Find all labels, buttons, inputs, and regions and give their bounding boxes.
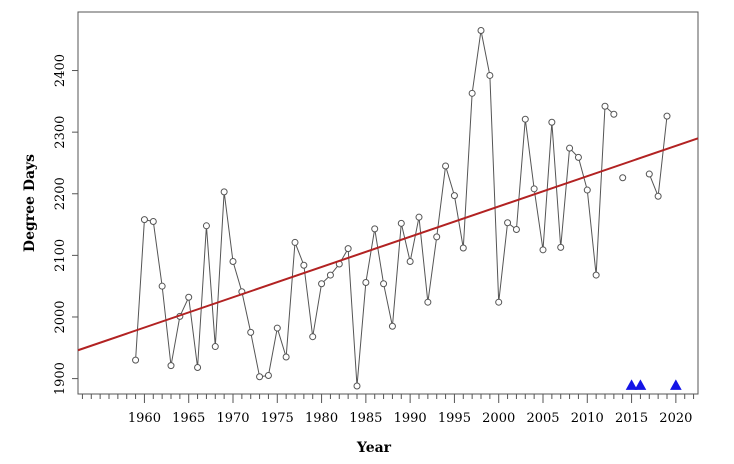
data-point	[610, 110, 618, 118]
data-point	[318, 280, 326, 288]
plot-area	[77, 11, 699, 395]
data-point	[663, 112, 671, 120]
data-series-line	[648, 116, 668, 197]
data-point	[424, 298, 432, 306]
data-point	[601, 102, 609, 110]
y-tick-label: 2000	[53, 300, 68, 333]
data-point	[256, 373, 264, 381]
x-tick-label: 2010	[571, 411, 604, 426]
blue-triangle-marker	[634, 379, 647, 390]
data-point	[583, 186, 591, 194]
data-point	[654, 192, 662, 200]
y-tick-label: 2300	[53, 116, 68, 149]
data-point	[442, 162, 450, 170]
data-point	[530, 185, 538, 193]
data-point	[300, 261, 308, 269]
data-point	[592, 271, 600, 279]
data-point	[194, 364, 202, 372]
data-point	[459, 244, 467, 252]
trend-line	[77, 137, 699, 352]
y-tick-label: 2400	[53, 54, 68, 87]
x-axis: 1960 1965 1970 1975 1980 1985 1990 1995 2000 2005…	[81, 394, 695, 426]
data-point	[539, 246, 547, 254]
data-point	[557, 243, 565, 251]
data-point	[433, 233, 441, 241]
data-point	[264, 372, 272, 380]
data-point	[495, 298, 503, 306]
data-point	[566, 144, 574, 152]
data-point	[291, 238, 299, 246]
blue-triangle-marker	[670, 379, 682, 390]
data-point	[397, 219, 405, 227]
x-axis-title: Year	[356, 440, 392, 456]
data-point	[158, 282, 166, 290]
data-point	[326, 271, 334, 279]
data-point	[309, 333, 317, 341]
data-point	[220, 188, 228, 196]
data-point	[132, 356, 140, 364]
data-point	[450, 192, 458, 200]
y-tick-label: 1900	[53, 362, 68, 395]
x-tick-label: 1960	[128, 411, 161, 426]
data-point	[140, 216, 148, 224]
data-point	[353, 382, 361, 390]
data-point	[645, 170, 653, 178]
x-tick-label: 2015	[615, 411, 648, 426]
data-point	[371, 225, 379, 233]
data-point	[202, 222, 210, 230]
data-series-line	[135, 30, 615, 387]
x-tick-label: 1965	[172, 411, 205, 426]
data-point	[388, 322, 396, 330]
data-point	[149, 217, 157, 225]
data-point	[167, 362, 175, 370]
y-axis-title: Degree Days	[22, 154, 38, 252]
x-tick-label: 2000	[482, 411, 515, 426]
data-point	[548, 118, 556, 126]
data-point	[415, 213, 423, 221]
series-layer	[77, 26, 699, 390]
data-point	[521, 115, 529, 123]
data-point	[512, 225, 520, 233]
x-tick-label: 1985	[349, 411, 382, 426]
data-point	[273, 324, 281, 332]
x-tick-label: 1970	[216, 411, 249, 426]
x-tick-label: 1990	[394, 411, 427, 426]
blue-triangle-marker	[625, 379, 638, 390]
data-point	[504, 219, 512, 227]
data-point	[380, 280, 388, 288]
plot-frame	[77, 11, 699, 395]
data-point	[406, 258, 414, 266]
data-point	[468, 89, 476, 97]
data-point	[282, 353, 290, 361]
data-point	[185, 293, 193, 301]
data-point	[247, 328, 255, 336]
data-point	[211, 343, 219, 351]
x-tick-label: 1980	[305, 411, 338, 426]
data-point	[362, 278, 370, 286]
data-point	[574, 153, 582, 161]
x-tick-label: 2020	[659, 411, 692, 426]
y-tick-label: 2100	[53, 239, 68, 272]
data-point	[486, 71, 494, 79]
x-tick-label: 1995	[438, 411, 471, 426]
data-point	[344, 245, 352, 253]
data-point	[619, 174, 627, 182]
x-tick-label: 1975	[261, 411, 294, 426]
y-axis: 1900 2000 2100 2200 2300 2400	[53, 54, 78, 395]
y-tick-label: 2200	[53, 177, 68, 210]
x-tick-label: 2005	[526, 411, 559, 426]
data-point	[477, 26, 485, 34]
data-point	[229, 258, 237, 266]
